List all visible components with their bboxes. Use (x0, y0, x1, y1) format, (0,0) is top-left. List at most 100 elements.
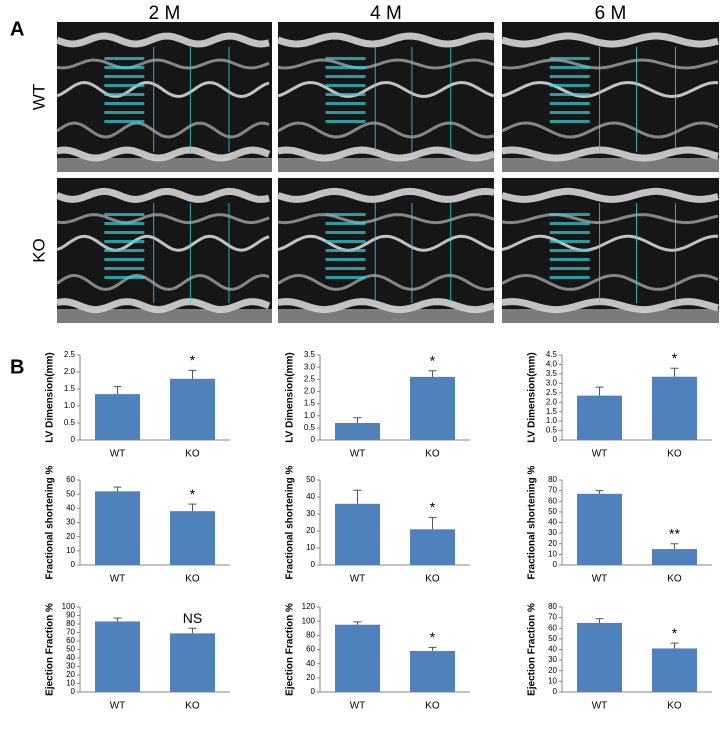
y-tick-label: 70 (548, 486, 557, 495)
echo-bright-band (57, 158, 272, 172)
x-tick-label: WT (350, 574, 366, 585)
significance-label: * (190, 352, 196, 368)
error-bar (595, 386, 604, 396)
echo-bright-band (278, 158, 494, 172)
y-tick-label: 2.0 (546, 397, 558, 406)
x-tick-label: KO (185, 701, 200, 712)
column-header: 2 M (149, 3, 181, 24)
y-tick-label: 0.5 (546, 426, 558, 435)
y-tick-label: 0.5 (64, 418, 76, 427)
measure-text (104, 66, 145, 69)
y-tick-label: 40 (306, 492, 315, 501)
y-tick-label: 100 (62, 602, 76, 611)
measure-text (104, 222, 145, 225)
row-label: WT (29, 84, 48, 110)
echo-wave (55, 32, 270, 48)
measure-text (549, 231, 590, 234)
y-axis-label: Ejection Fraction % (527, 603, 538, 696)
bar (652, 648, 697, 692)
y-tick-label: 1.5 (546, 407, 558, 416)
y-tick-label: 0 (71, 560, 76, 569)
y-tick-label: 30 (548, 528, 557, 537)
measure-text (104, 240, 145, 243)
y-tick-label: 2.0 (64, 367, 76, 376)
measure-text (549, 222, 590, 225)
significance-label: * (430, 499, 436, 515)
measure-text (104, 231, 145, 234)
y-tick-label: 60 (66, 636, 75, 645)
y-tick-label: 20 (66, 670, 75, 679)
y-tick-label: 120 (302, 602, 316, 611)
echo-wave (55, 187, 270, 203)
y-tick-label: 70 (548, 613, 557, 622)
y-tick-label: 70 (66, 628, 75, 637)
echo-wave (56, 213, 270, 225)
y-tick-label: 50 (548, 507, 557, 516)
echo-wave (501, 32, 719, 48)
y-tick-label: 90 (66, 611, 75, 620)
y-tick-label: 0 (311, 435, 316, 444)
y-tick-label: 2.5 (546, 388, 558, 397)
y-tick-label: 0 (311, 560, 316, 569)
measure-text (325, 93, 366, 96)
bar (410, 376, 455, 440)
y-tick-label: 4.5 (546, 350, 558, 359)
y-tick-label: 10 (66, 679, 75, 688)
measure-text (549, 240, 590, 243)
y-tick-label: 0 (71, 687, 76, 696)
echo-background (278, 22, 494, 172)
panel-label: B (10, 356, 24, 378)
y-tick-label: 10 (66, 546, 75, 555)
y-tick-label: 20 (306, 526, 315, 535)
measure-text (325, 222, 366, 225)
y-tick-label: 40 (548, 518, 557, 527)
echo-wave (277, 146, 496, 162)
measure-text (104, 213, 145, 216)
x-tick-label: KO (185, 574, 200, 585)
y-axis-label: Fractional shortening % (527, 465, 538, 579)
y-tick-label: 30 (66, 662, 75, 671)
y-tick-label: 2.5 (304, 374, 316, 383)
measure-text (325, 111, 366, 114)
measure-text (549, 267, 590, 270)
echo-wave (277, 80, 495, 98)
y-tick-label: 50 (66, 645, 75, 654)
x-tick-label: WT (350, 701, 366, 712)
echo-wave (56, 234, 270, 252)
echo-image (501, 178, 719, 323)
measure-text (104, 57, 145, 60)
echo-wave (56, 121, 270, 139)
y-tick-label: 40 (66, 653, 75, 662)
y-tick-label: 30 (66, 518, 75, 527)
y-tick-label: 60 (548, 623, 557, 632)
significance-label: * (430, 352, 436, 368)
measure-text (104, 276, 145, 279)
y-tick-label: 1.5 (304, 399, 316, 408)
measure-text (549, 213, 590, 216)
measure-text (104, 102, 145, 105)
echo-image (55, 178, 272, 323)
bar (170, 633, 215, 692)
y-tick-label: 2.5 (64, 350, 76, 359)
bar (95, 621, 140, 692)
bar (335, 423, 380, 440)
x-tick-label: KO (185, 449, 200, 460)
echo-wave (501, 273, 719, 291)
bar (652, 549, 697, 565)
x-tick-label: WT (592, 574, 608, 585)
measure-text (549, 111, 590, 114)
y-tick-label: 0 (553, 687, 558, 696)
row-label: KO (29, 238, 48, 263)
y-tick-label: 20 (548, 666, 557, 675)
x-tick-label: KO (425, 574, 440, 585)
x-tick-label: WT (110, 574, 126, 585)
error-bar (428, 646, 437, 651)
echo-wave (276, 187, 495, 203)
error-bar (113, 486, 122, 492)
y-tick-label: 40 (66, 503, 75, 512)
measure-text (325, 267, 366, 270)
measure-text (549, 84, 590, 87)
y-tick-label: 10 (548, 549, 557, 558)
y-axis-label: Ejection Fraction % (285, 603, 296, 696)
